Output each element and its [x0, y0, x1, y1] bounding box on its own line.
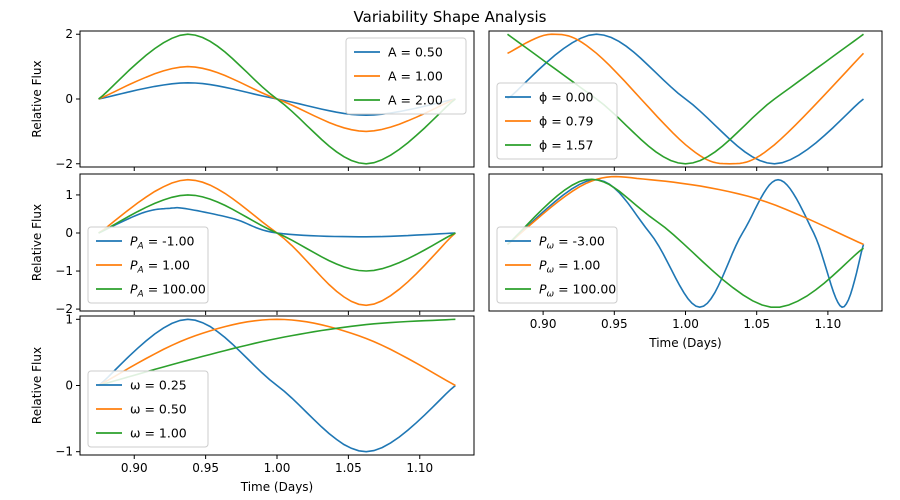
x-tick-label: 0.95	[192, 461, 219, 475]
x-tick-label: 1.10	[815, 317, 842, 331]
y-axis-label: Relative Flux	[30, 204, 44, 281]
series-line-2	[506, 175, 864, 246]
y-tick-label: 1	[65, 312, 73, 326]
legend-label: ϕ = 1.57	[539, 138, 594, 153]
series-line-3	[98, 318, 456, 387]
legend-label: ϕ = 0.00	[539, 90, 594, 105]
series-line-2	[507, 33, 865, 165]
legend-label: ϕ = 0.79	[539, 114, 594, 129]
x-axis-label: Time (Days)	[240, 480, 314, 494]
series-line-2	[98, 318, 456, 387]
x-tick-label: 1.05	[743, 317, 770, 331]
x-tick-label: 1.10	[406, 461, 433, 475]
y-tick-label: −1	[55, 445, 73, 459]
series-line-3	[98, 194, 456, 272]
legend: ϕ = 0.00 ϕ = 0.79 ϕ = 1.57	[496, 82, 618, 160]
legend-label: PA = -1.00	[130, 234, 195, 252]
panel-frequency: 1 0 −1 0.90 0.95 1.00 1.05 1.10 Relative Flux Tim…	[30, 312, 475, 494]
series-line-1	[98, 318, 456, 453]
legend-label: A = 2.00	[388, 93, 443, 108]
series-line-3	[98, 33, 456, 165]
series-line-1	[98, 206, 456, 238]
y-tick-label: 0	[65, 226, 73, 240]
figure-title: Variability Shape Analysis	[354, 8, 547, 26]
legend-label: ω = 1.00	[130, 426, 187, 441]
y-tick-label: 1	[65, 188, 73, 202]
x-tick-label: 1.05	[335, 461, 362, 475]
panel-period-modulation: 0.90 0.95 1.00 1.05 1.10 Time (Days) Pω = -3.0…	[488, 173, 883, 350]
x-tick-label: 0.95	[601, 317, 628, 331]
legend-label: ω = 0.25	[130, 378, 187, 393]
y-tick-label: 0	[65, 379, 73, 393]
series-line-3	[507, 33, 864, 165]
series-line-3	[506, 178, 864, 309]
y-tick-label: −2	[55, 302, 73, 316]
x-tick-label: 0.90	[530, 317, 557, 331]
legend: ω = 0.25 ω = 0.50 ω = 1.00	[87, 370, 209, 448]
y-axis-label: Relative Flux	[30, 347, 44, 424]
legend-label: ω = 0.50	[130, 402, 187, 417]
y-tick-label: 0	[65, 92, 73, 106]
legend-label: A = 1.00	[388, 69, 443, 84]
x-tick-label: 1.00	[672, 317, 699, 331]
x-tick-label: 0.90	[121, 461, 148, 475]
legend-label: Pω = -3.00	[539, 234, 605, 252]
legend: PA = -1.00 PA = 1.00 PA = 100.00	[87, 226, 209, 304]
x-axis-label: Time (Days)	[648, 336, 722, 350]
legend-label: PA = 100.00	[130, 282, 206, 300]
x-tick-label: 1.00	[264, 461, 291, 475]
y-tick-label: −2	[55, 157, 73, 171]
legend-label: PA = 1.00	[130, 258, 190, 276]
y-tick-label: −1	[55, 264, 73, 278]
legend-label: Pω = 1.00	[539, 258, 600, 276]
series-line-1	[506, 33, 865, 165]
y-axis-label: Relative Flux	[30, 60, 44, 137]
panel-phase: ϕ = 0.00 ϕ = 0.79 ϕ = 1.57	[488, 30, 883, 171]
y-tick-label: 2	[65, 27, 73, 41]
legend: A = 0.50 A = 1.00 A = 2.00	[345, 37, 467, 115]
panel-amplitude: 2 0 −2 Relative Flux A = 0.50 A = 1.00 A = 2.0…	[30, 27, 475, 171]
legend-label: Pω = 100.00	[539, 282, 616, 300]
legend-label: A = 0.50	[388, 45, 443, 60]
legend: Pω = -3.00 Pω = 1.00 Pω = 100.00	[496, 226, 618, 304]
